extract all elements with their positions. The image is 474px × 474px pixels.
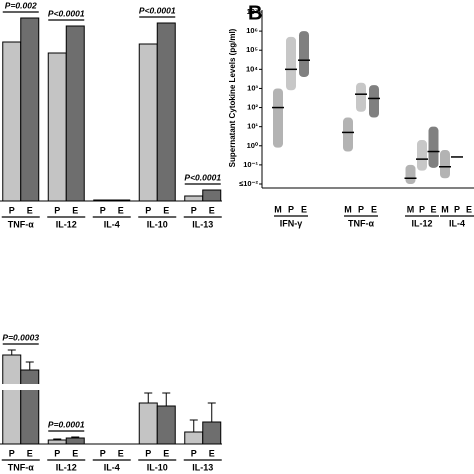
dot-cloud bbox=[369, 85, 379, 118]
group-label: E bbox=[72, 205, 78, 215]
category-label: IL-13 bbox=[192, 462, 213, 472]
y-tick-label: 10⁷ bbox=[247, 7, 258, 16]
group-label: P bbox=[54, 448, 60, 458]
group-label: E bbox=[118, 448, 124, 458]
y-tick-label: 10⁵ bbox=[246, 45, 258, 54]
category-label: IL-10 bbox=[147, 462, 168, 472]
group-label: E bbox=[118, 205, 124, 215]
bar bbox=[65, 437, 85, 445]
bar bbox=[2, 354, 22, 445]
group-label: P bbox=[145, 205, 151, 215]
dot-cloud bbox=[428, 126, 439, 168]
bar bbox=[2, 41, 22, 202]
group-label: E bbox=[466, 204, 472, 214]
bar bbox=[47, 439, 67, 445]
group-label: P bbox=[9, 448, 15, 458]
category-label: IL-4 bbox=[104, 462, 120, 472]
y-tick-label: 10³ bbox=[247, 83, 258, 92]
bar bbox=[184, 195, 204, 202]
bar bbox=[93, 199, 113, 202]
category-label: TNF-α bbox=[8, 219, 34, 229]
dot-cloud bbox=[356, 82, 366, 112]
group-label: E bbox=[209, 205, 215, 215]
category-label: IFN-γ bbox=[280, 218, 303, 228]
group-label: E bbox=[72, 448, 78, 458]
p-value: P=0.0001 bbox=[48, 419, 85, 429]
p-value: P<0.0001 bbox=[48, 8, 85, 18]
bar bbox=[111, 199, 131, 202]
y-tick-label: 10⁴ bbox=[246, 64, 258, 73]
category-label: IL-10 bbox=[147, 219, 168, 229]
group-label: E bbox=[27, 448, 33, 458]
group-label: P bbox=[100, 205, 106, 215]
bar bbox=[65, 25, 85, 202]
category-label: IL-4 bbox=[104, 219, 120, 229]
group-label: E bbox=[371, 204, 377, 214]
group-label: E bbox=[209, 448, 215, 458]
bar bbox=[156, 22, 176, 202]
p-value: P=0.002 bbox=[5, 0, 37, 10]
dot-cloud bbox=[343, 117, 353, 152]
category-label: TNF-α bbox=[348, 218, 374, 228]
dot-cloud bbox=[286, 36, 296, 91]
bar bbox=[202, 421, 222, 445]
y-tick-label: 10⁶ bbox=[246, 26, 258, 35]
bar bbox=[202, 189, 222, 202]
category-label: IL-4 bbox=[449, 218, 465, 228]
bar bbox=[20, 17, 40, 202]
category-label: TNF-α bbox=[8, 462, 34, 472]
group-label: E bbox=[430, 204, 436, 214]
group-label: P bbox=[419, 204, 425, 214]
p-value: P<0.0001 bbox=[139, 5, 176, 15]
y-tick-label: 10² bbox=[247, 103, 258, 112]
group-label: E bbox=[27, 205, 33, 215]
bar bbox=[138, 402, 158, 445]
dot-cloud bbox=[440, 150, 450, 179]
group-label: P bbox=[288, 204, 294, 214]
group-label: P bbox=[145, 448, 151, 458]
p-value: P=0.0003 bbox=[2, 332, 39, 342]
dot-cloud bbox=[299, 31, 309, 77]
y-tick-label: 10¹ bbox=[247, 122, 258, 131]
group-label: P bbox=[454, 204, 460, 214]
group-label: M bbox=[274, 204, 282, 214]
category-label: IL-12 bbox=[56, 219, 77, 229]
y-axis-label: Supernatant Cytokine Levels (pg/ml) bbox=[228, 28, 237, 167]
group-label: P bbox=[191, 448, 197, 458]
bar bbox=[47, 52, 67, 202]
bar bbox=[138, 43, 158, 202]
group-label: P bbox=[54, 205, 60, 215]
group-label: P bbox=[9, 205, 15, 215]
category-label: IL-12 bbox=[411, 218, 432, 228]
group-label: E bbox=[163, 205, 169, 215]
group-label: P bbox=[358, 204, 364, 214]
group-label: M bbox=[407, 204, 415, 214]
bar bbox=[184, 431, 204, 445]
y-tick-label: ≤10⁻² bbox=[239, 179, 258, 188]
y-tick-label: 10⁰ bbox=[247, 141, 259, 150]
bar bbox=[156, 405, 176, 445]
dot-cloud bbox=[417, 140, 427, 171]
category-label: IL-12 bbox=[56, 462, 77, 472]
bar bbox=[20, 369, 40, 445]
group-label: E bbox=[301, 204, 307, 214]
dot-cloud bbox=[405, 164, 416, 184]
y-tick-label: 10⁻¹ bbox=[243, 160, 258, 169]
group-label: M bbox=[344, 204, 352, 214]
group-label: P bbox=[100, 448, 106, 458]
p-value: P<0.0001 bbox=[184, 172, 221, 182]
group-label: E bbox=[163, 448, 169, 458]
group-label: M bbox=[441, 204, 449, 214]
panel-label: B bbox=[248, 2, 262, 24]
group-label: P bbox=[191, 205, 197, 215]
dot-cloud bbox=[273, 88, 283, 148]
category-label: IL-13 bbox=[192, 219, 213, 229]
axis-break bbox=[0, 384, 44, 390]
